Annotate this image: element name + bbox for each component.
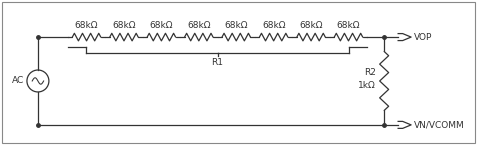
Text: 68kΩ: 68kΩ bbox=[112, 21, 136, 30]
Text: 68kΩ: 68kΩ bbox=[150, 21, 173, 30]
Text: VN/VCOMM: VN/VCOMM bbox=[414, 120, 465, 129]
Text: VOP: VOP bbox=[414, 33, 433, 42]
Text: 68kΩ: 68kΩ bbox=[337, 21, 360, 30]
Text: R2: R2 bbox=[364, 68, 376, 77]
Text: 68kΩ: 68kΩ bbox=[225, 21, 248, 30]
Text: R1: R1 bbox=[212, 58, 224, 67]
Text: 68kΩ: 68kΩ bbox=[75, 21, 98, 30]
Text: 68kΩ: 68kΩ bbox=[299, 21, 323, 30]
Text: 68kΩ: 68kΩ bbox=[187, 21, 211, 30]
Text: 68kΩ: 68kΩ bbox=[262, 21, 285, 30]
Text: 1kΩ: 1kΩ bbox=[358, 81, 376, 90]
Text: AC: AC bbox=[11, 76, 24, 86]
